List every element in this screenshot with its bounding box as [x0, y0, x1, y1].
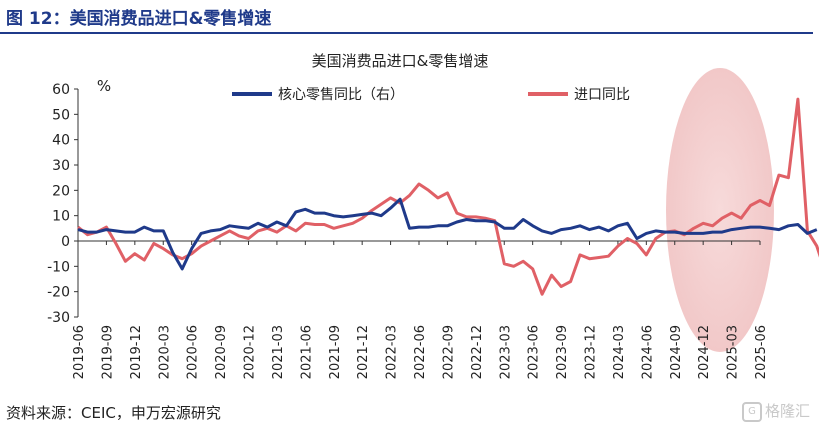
x-tick-label: 2020-03 [157, 325, 172, 379]
title-divider [0, 32, 813, 34]
x-tick-label: 2024-12 [697, 325, 712, 379]
x-tick-label: 2021-12 [356, 325, 371, 379]
watermark-logo-icon: G [742, 401, 762, 422]
series-line-core-retail [77, 197, 818, 271]
y-tick-label: 10 [52, 209, 70, 225]
x-tick-label: 2023-09 [555, 325, 570, 379]
y-tick-label: 20 [52, 183, 70, 199]
y-tick-label: 50 [52, 107, 70, 123]
y-tick-label: -20 [47, 285, 70, 301]
x-tick-label: 2019-12 [129, 325, 144, 379]
y-tick-label: 60 [52, 82, 70, 98]
watermark-text: 格隆汇 [765, 402, 811, 420]
x-tick-label: 2020-06 [186, 325, 201, 379]
x-tick-label: 2023-06 [527, 325, 542, 379]
x-tick-label: 2019-06 [72, 325, 87, 379]
x-tick-label: 2021-09 [328, 325, 343, 379]
x-tick-label: 2020-12 [243, 325, 258, 379]
series-line-imports [77, 97, 819, 296]
y-tick-label: -10 [47, 259, 70, 275]
x-tick-label: 2024-09 [669, 325, 684, 379]
x-tick-label: 2022-06 [413, 325, 428, 379]
figure-title: 图 12：美国消费品进口&零售增速 [6, 9, 272, 29]
x-tick-label: 2019-09 [100, 325, 115, 379]
y-tick-label: 30 [52, 158, 70, 174]
x-tick-label: 2023-12 [584, 325, 599, 379]
x-tick-label: 2022-09 [441, 325, 456, 379]
x-tick-label: 2022-12 [470, 325, 485, 379]
x-tick-label: 2025-06 [754, 325, 769, 379]
legend-label-imports: 进口同比 [574, 87, 630, 103]
watermark: G 格隆汇 [742, 400, 810, 422]
x-tick-label: 2020-09 [214, 325, 229, 379]
x-tick-label: 2024-06 [640, 325, 655, 379]
chart-title: 美国消费品进口&零售增速 [312, 52, 489, 70]
x-tick-label: 2022-03 [385, 325, 400, 379]
y-tick-label: 0 [61, 234, 70, 250]
x-tick-label: 2021-03 [271, 325, 286, 379]
y-tick-label: 40 [52, 133, 70, 149]
highlight-ellipse [666, 68, 774, 352]
x-tick-label: 2023-03 [498, 325, 513, 379]
x-tick-label: 2021-06 [299, 325, 314, 379]
y-tick-label: -30 [47, 310, 70, 326]
x-tick-label: 2025-03 [726, 325, 741, 379]
x-tick-label: 2024-03 [612, 325, 627, 379]
source-note: 资料来源：CEIC，申万宏源研究 [6, 404, 221, 422]
legend-label-core-retail: 核心零售同比（右） [278, 87, 404, 103]
y-unit-label: % [97, 77, 111, 95]
